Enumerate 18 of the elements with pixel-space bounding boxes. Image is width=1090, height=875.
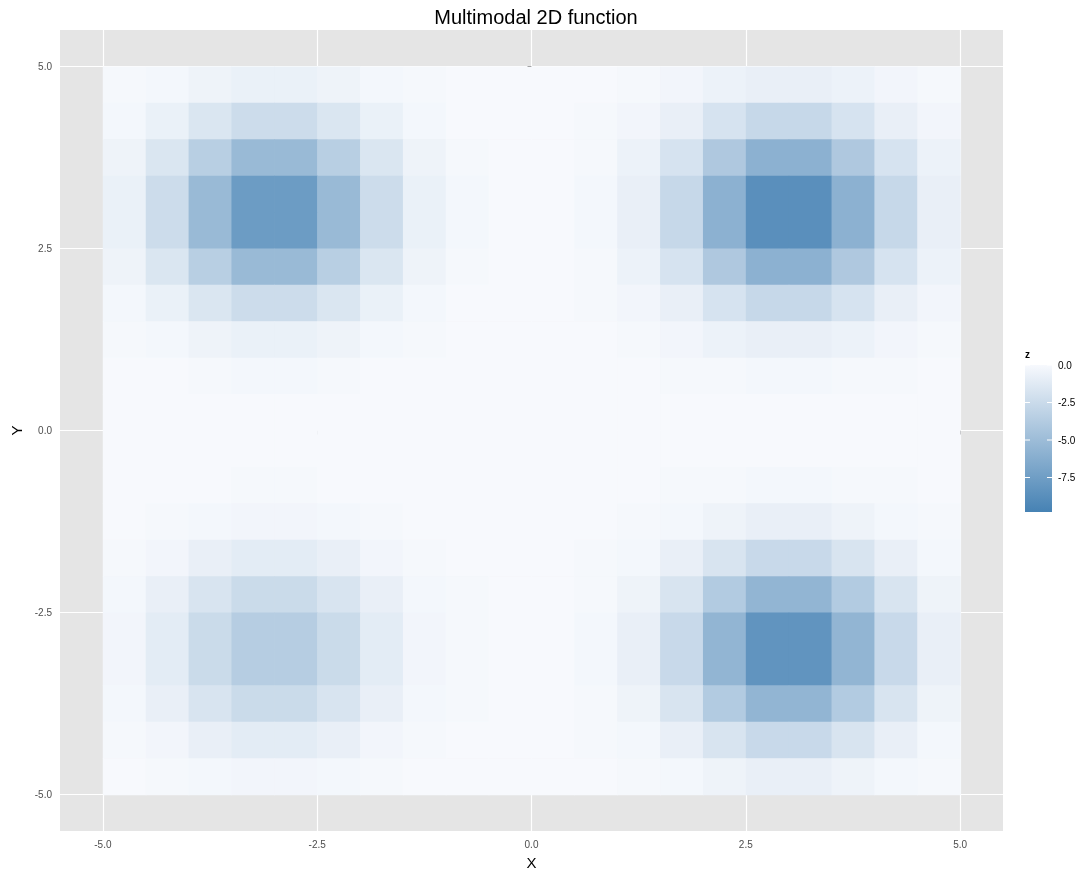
- x-tick-label: -2.5: [308, 838, 327, 850]
- y-tick-label: 5.0: [38, 60, 53, 72]
- x-axis-title: X: [526, 854, 537, 871]
- y-tick-label: 2.5: [38, 242, 53, 254]
- y-tick-label: 0.0: [38, 425, 53, 436]
- y-tick-label: -2.5: [34, 607, 53, 619]
- color-bar-label: -2.5: [1058, 397, 1076, 408]
- y-axis-title: Y: [7, 425, 25, 436]
- x-tick-label: -5.0: [94, 838, 112, 850]
- x-tick-label: 0.0: [524, 838, 539, 850]
- color-bar-title: z: [1025, 348, 1030, 360]
- x-tick-label: 2.5: [738, 838, 754, 850]
- color-bar-label: -5.0: [1058, 434, 1076, 446]
- chart-title: Multimodal 2D function: [434, 6, 638, 28]
- y-tick-label: -5.0: [34, 789, 53, 801]
- color-bar-label: -7.5: [1058, 472, 1076, 483]
- color-bar-label: 0.0: [1058, 359, 1073, 371]
- x-tick-label: 5.0: [953, 838, 968, 850]
